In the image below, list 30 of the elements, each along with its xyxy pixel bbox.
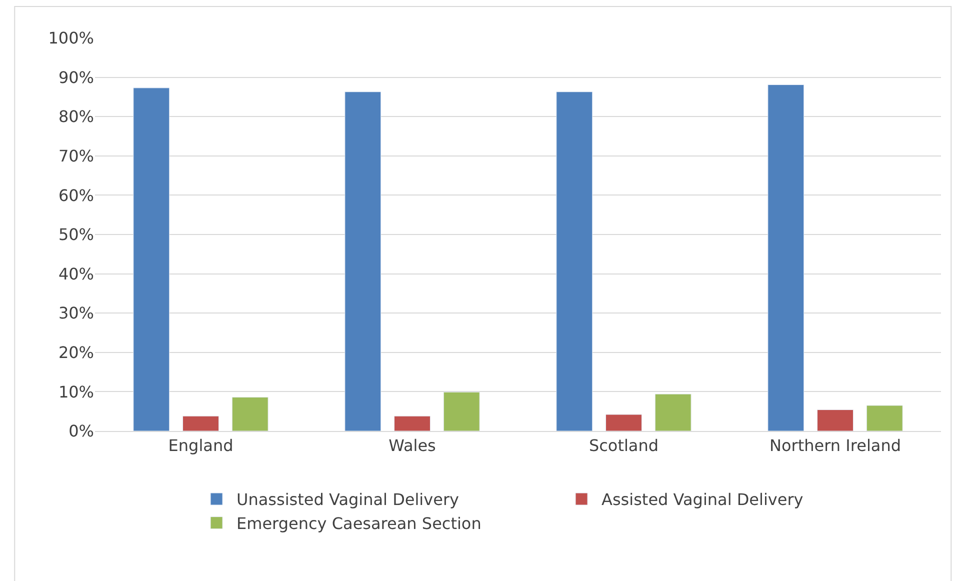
bar [182,416,219,431]
y-tick-label: 0% [68,422,94,441]
bar [606,414,642,431]
legend-label: Emergency Caesarean Section [236,514,482,534]
bar [817,410,854,431]
x-tick-label: England [168,436,234,456]
bar [232,396,268,431]
y-tick-label: 60% [58,186,94,205]
y-tick-label: 50% [58,225,94,244]
bar [768,84,804,431]
y-tick-label: 20% [58,343,94,362]
x-tick-label: Wales [388,436,436,456]
bar [133,88,170,431]
x-tick-label: Scotland [588,436,659,456]
bar [443,392,480,431]
y-tick-label: 10% [58,382,94,402]
bar [556,92,593,431]
bar [344,92,382,431]
y-tick-label: 100% [48,28,94,48]
y-tick-label: 70% [58,146,94,166]
y-tick-label: 40% [58,264,94,284]
bar [394,416,430,431]
x-tick-label: Northern Ireland [770,436,901,456]
legend-label: Unassisted Vaginal Delivery [236,490,459,510]
bar [866,405,903,431]
y-tick-label: 30% [58,304,94,323]
y-tick-label: 90% [58,68,94,87]
y-tick-label: 80% [58,107,94,126]
bar [654,394,692,431]
legend-label: Assisted Vaginal Delivery [602,490,804,510]
